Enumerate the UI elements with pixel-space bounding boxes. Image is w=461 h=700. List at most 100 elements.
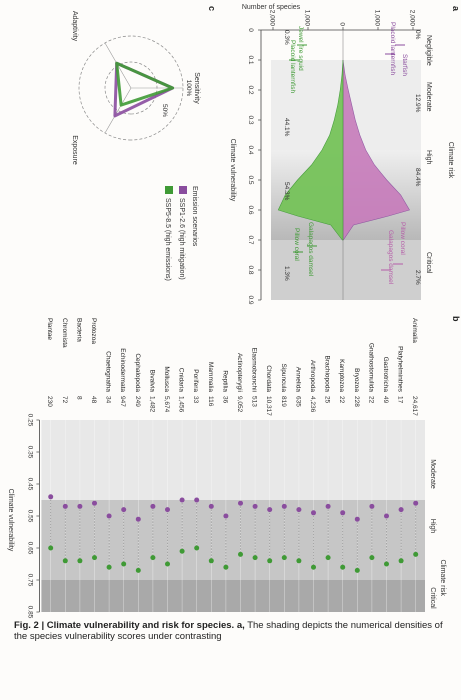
panel-a-label: a: [451, 6, 461, 12]
panel-a-xtick-label: 0.7: [247, 235, 254, 244]
b-point-ssp5: [150, 555, 156, 561]
risk-band-critical: [271, 240, 421, 300]
panel-b-dot-chart: Animalia 24,617 Platyhelminthes 17 Gastrotri…: [26, 318, 425, 619]
b-count-label: 17: [397, 396, 404, 404]
panel-a-axis-label-moderate: Moderate: [425, 82, 432, 112]
b-count-label: 1,456: [178, 396, 185, 413]
b-point-ssp1: [311, 510, 316, 516]
b-point-ssp5: [48, 545, 54, 551]
b-band-critical: [41, 580, 425, 612]
b-point-ssp5: [165, 561, 170, 567]
panel-b-risk-moderate: Moderate: [429, 459, 436, 489]
b-point-ssp5: [135, 567, 141, 573]
caption-text: The shading depicts the numerical densit…: [14, 620, 443, 642]
b-xtick-label: 0.85: [26, 606, 33, 619]
b-point-ssp1: [121, 507, 127, 513]
b-xtick-label: 0.55: [26, 510, 33, 523]
b-taxon-label: Bryozoa: [353, 368, 360, 392]
label-starfish: Starfish: [401, 54, 408, 76]
b-point-ssp1: [413, 500, 419, 506]
radar-axis-sensitivity: Sensitivity: [193, 72, 200, 104]
b-taxon-label: Mollusca: [163, 366, 170, 392]
b-point-ssp1: [267, 507, 273, 513]
panel-a-axis-label-high: High: [425, 150, 432, 165]
legend-title: Emission scenarios: [191, 186, 198, 247]
panel-a-ytick-label: 1,000: [374, 10, 381, 27]
b-count-label: 5,674: [163, 396, 170, 413]
b-taxon-label: Gastrotricha: [382, 357, 389, 393]
pct-ssp1-critical: 2.7%: [414, 270, 421, 285]
b-count-label: 513: [251, 396, 258, 407]
b-point-ssp5: [238, 551, 243, 557]
b-taxon-label: Sipuncula: [280, 363, 287, 392]
density-ssp5: [277, 59, 344, 241]
b-band-high: [41, 500, 425, 580]
b-xtick-label: 0.25: [26, 414, 33, 427]
b-point-ssp5: [413, 551, 419, 557]
b-point-ssp1: [223, 513, 229, 519]
b-taxon-label: Mammalia: [207, 362, 214, 392]
b-point-ssp5: [194, 545, 200, 551]
b-point-ssp5: [62, 558, 68, 564]
b-group-label: Chromista: [61, 318, 68, 348]
b-taxon-label: Kamptozoa: [338, 359, 345, 392]
figure-caption: Fig. 2 | Climate vulnerability and risk …: [14, 620, 454, 658]
pct-ssp1-negligible: 0%: [414, 30, 421, 40]
b-point-ssp5: [384, 561, 389, 567]
pct-ssp1-moderate: 12.9%: [414, 94, 421, 113]
panel-c-label: c: [207, 6, 217, 11]
b-point-ssp5: [296, 558, 302, 564]
b-count-label: 25: [324, 396, 331, 404]
b-count-label: 8: [75, 396, 82, 400]
b-taxon-label: Brachiopoda: [324, 356, 331, 393]
b-taxon-label: Annelida: [294, 367, 301, 393]
b-taxon-label: Cephalopoda: [134, 353, 141, 392]
panel-a-xlabel: Climate vulnerability: [229, 139, 236, 202]
radar-axis-exposure: Exposure: [71, 135, 78, 165]
b-point-ssp5: [208, 558, 214, 564]
b-point-ssp1: [77, 503, 83, 509]
radar-ring-50: 50%: [161, 104, 168, 117]
b-taxon-label: Elasmobranchii: [251, 348, 258, 392]
b-taxon-label: Echinodermata: [119, 348, 126, 392]
b-point-ssp5: [267, 558, 273, 564]
legend-swatch-ssp5: [165, 186, 173, 194]
panel-a-ylabel: Number of species: [242, 4, 301, 11]
b-count-label: 34: [105, 396, 112, 404]
b-point-ssp5: [121, 561, 127, 567]
b-point-ssp1: [238, 500, 243, 506]
b-point-ssp5: [281, 555, 287, 561]
b-count-label: 947: [119, 396, 126, 407]
panel-a-xtick-label: 0: [247, 28, 254, 32]
panel-a-ytick-label: 2,000: [409, 10, 416, 27]
b-point-ssp5: [311, 564, 316, 570]
panel-a-xtick-label: 0.3: [247, 115, 254, 124]
panel-a-axis-label-critical: Critical: [425, 252, 432, 274]
b-group-label: Animalia: [411, 318, 418, 343]
figure-canvas: a Climate risk Negligible Moderate High …: [7, 4, 461, 619]
b-point-ssp5: [369, 555, 375, 561]
b-point-ssp5: [106, 564, 112, 570]
b-point-ssp1: [208, 503, 214, 509]
panel-a-ytick-label: 0: [339, 22, 346, 26]
b-count-label: 249: [134, 396, 141, 407]
panel-a-risk-header: Climate risk: [447, 142, 454, 179]
b-point-ssp1: [369, 503, 375, 509]
b-count-label: 635: [294, 396, 301, 407]
panel-a-ytick-label: 1,000: [304, 10, 311, 27]
label-pillow-coral-lower: Pillow coral: [293, 228, 300, 261]
b-point-ssp1: [281, 503, 287, 509]
b-point-ssp1: [150, 503, 156, 509]
label-pillow-coral-upper: Pillow coral: [399, 222, 406, 255]
b-point-ssp1: [48, 494, 54, 500]
b-taxon-label: Actinopterygii: [236, 353, 243, 392]
b-taxon-label: Reptilia: [221, 370, 228, 392]
panel-a-xtick-label: 0.1: [247, 55, 254, 64]
b-point-ssp1: [398, 507, 404, 513]
label-placoid-lanternfish-upper: Placoid lanternfish: [389, 22, 396, 75]
b-point-ssp5: [77, 558, 83, 564]
b-taxon-label: Bivalvia: [148, 370, 155, 393]
b-taxon-label: Porifera: [192, 369, 199, 392]
pct-ssp5-negligible: 0.3%: [283, 30, 290, 45]
